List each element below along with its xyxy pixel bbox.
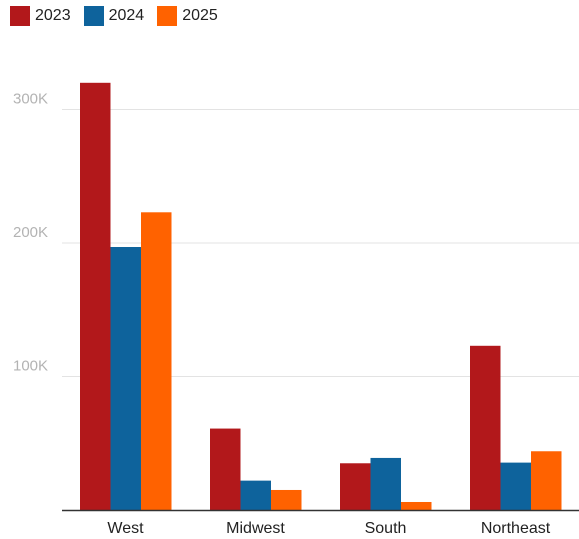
bar-south-2025 — [401, 501, 432, 510]
bars — [80, 82, 562, 511]
chart-legend: 2023 2024 2025 — [10, 5, 231, 27]
y-tick-label: 300K — [13, 91, 48, 108]
bar-west-2025 — [141, 212, 172, 511]
category-labels: West Midwest South Northeast — [107, 520, 550, 537]
bar-midwest-2025 — [271, 489, 302, 510]
y-tick-labels: 100K 200K 300K — [13, 91, 48, 375]
bar-northeast-2024 — [500, 462, 531, 510]
bar-south-2024 — [370, 457, 401, 510]
legend-label-2023: 2023 — [35, 7, 71, 24]
bar-northeast-2023 — [470, 345, 501, 510]
legend-label-2024: 2024 — [108, 7, 145, 24]
bar-west-2023 — [80, 82, 111, 511]
category-label-northeast: Northeast — [481, 520, 551, 537]
bar-west-2024 — [110, 247, 141, 510]
bar-midwest-2023 — [210, 428, 241, 510]
bar-south-2023 — [340, 463, 371, 510]
bar-midwest-2024 — [240, 480, 271, 510]
y-tick-label: 100K — [13, 358, 48, 375]
y-tick-label: 200K — [13, 224, 48, 241]
legend-item-2025: 2025 — [157, 6, 218, 26]
legend-item-2024: 2024 — [83, 6, 145, 26]
legend-swatch-2024 — [83, 6, 104, 26]
category-label-south: South — [365, 520, 407, 537]
category-label-west: West — [107, 520, 144, 537]
category-label-midwest: Midwest — [226, 520, 285, 537]
legend-label-2025: 2025 — [182, 7, 218, 24]
legend-swatch-2025 — [157, 6, 178, 26]
legend-item-2023: 2023 — [10, 6, 71, 26]
legend-swatch-2023 — [10, 6, 30, 26]
bar-northeast-2025 — [531, 451, 562, 510]
